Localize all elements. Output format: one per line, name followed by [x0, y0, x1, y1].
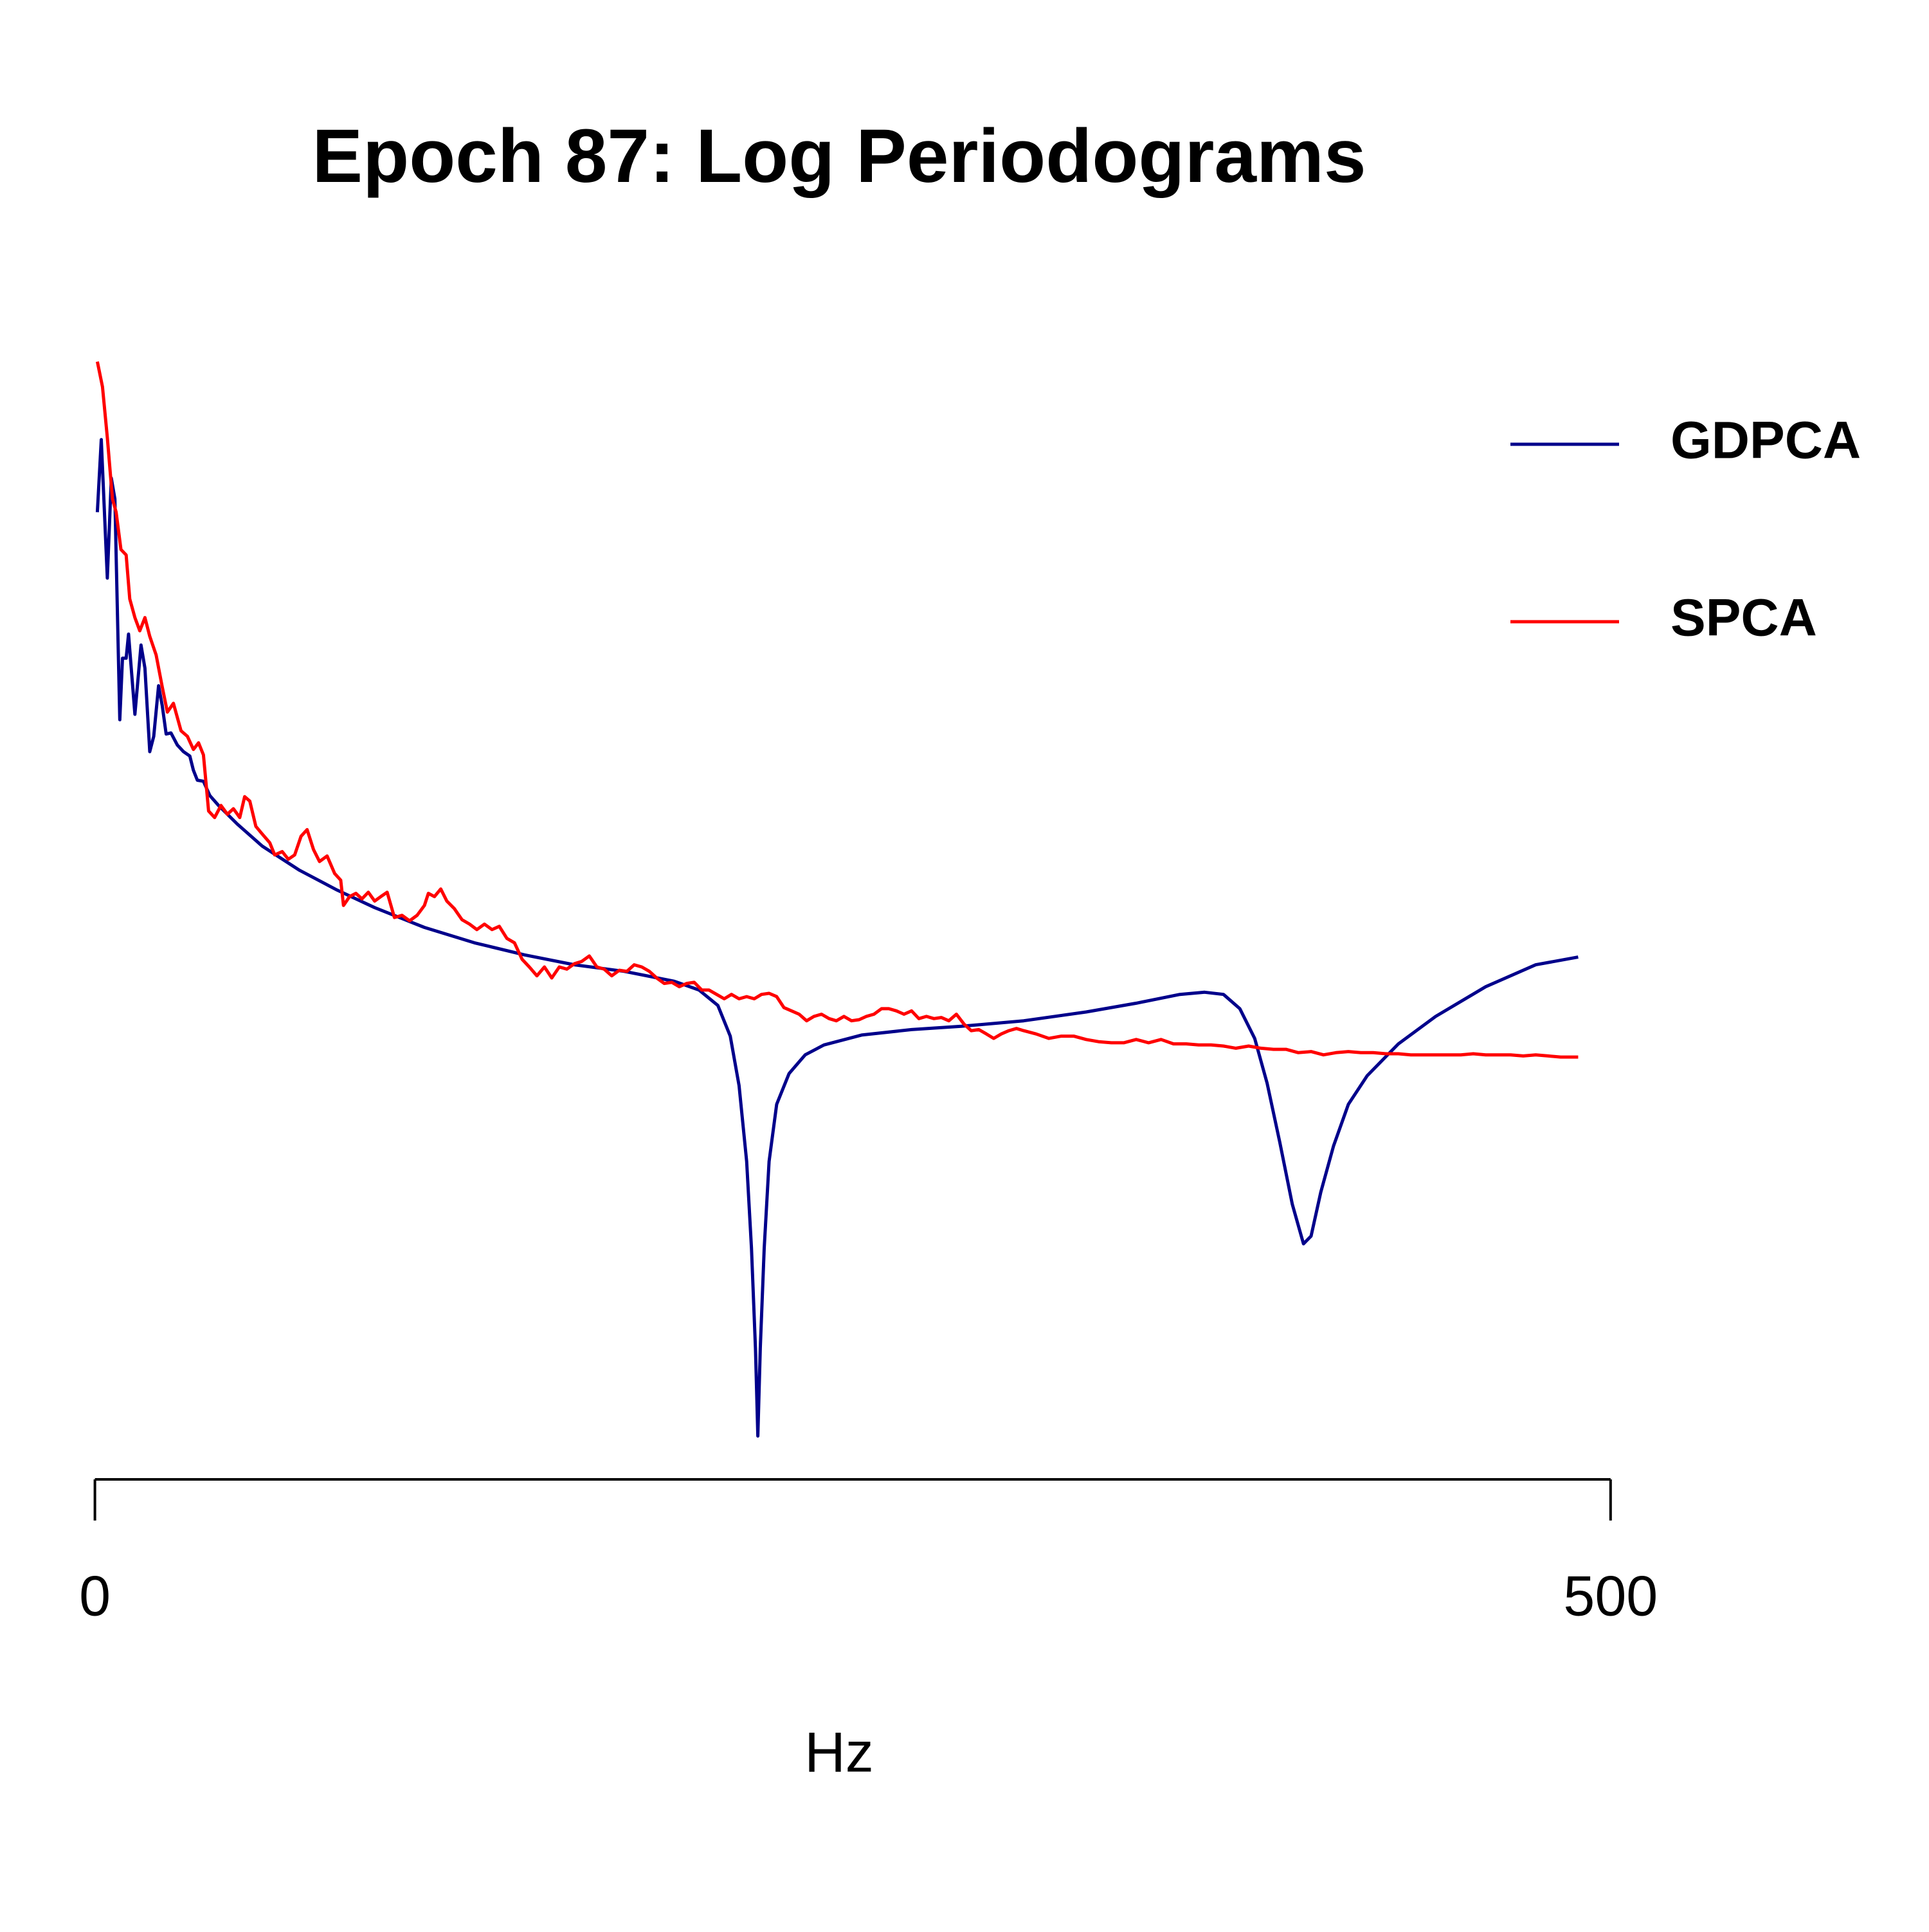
legend-label: GDPCA: [1671, 411, 1861, 470]
x-axis-label: Hz: [804, 1720, 874, 1783]
series-line: [95, 438, 1579, 1438]
series-line: [95, 361, 1579, 1059]
chart-title: Epoch 87: Log Periodograms: [312, 114, 1366, 199]
x-tick-label: 0: [79, 1564, 111, 1627]
legend-label: SPCA: [1671, 589, 1817, 647]
x-tick-label: 500: [1563, 1564, 1658, 1627]
